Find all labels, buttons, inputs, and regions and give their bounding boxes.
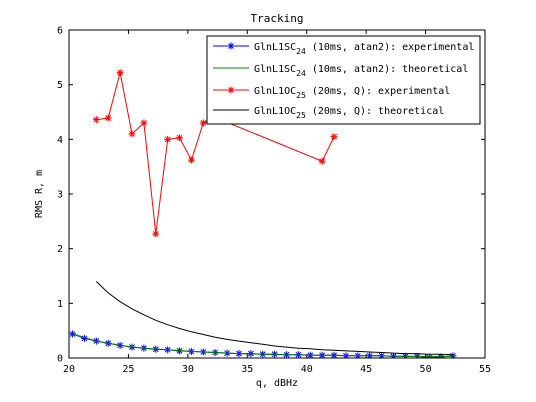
- x-axis-label: q, dBHz: [256, 378, 298, 389]
- legend-label: GlnL1SC24 (10ms, atan2): theoretical: [254, 64, 468, 78]
- data-point: [330, 133, 338, 141]
- legend-marker: [227, 42, 235, 50]
- data-point: [140, 119, 148, 127]
- data-point: [152, 230, 160, 238]
- data-point: [116, 69, 124, 77]
- legend-marker: [227, 86, 235, 94]
- x-tick-label: 35: [241, 364, 253, 375]
- legend: GlnL1SC24 (10ms, atan2): experimental Gln…: [206, 35, 481, 125]
- legend-box: [206, 35, 481, 125]
- y-tick-label: 0: [57, 354, 63, 365]
- y-tick-label: 1: [57, 299, 63, 310]
- legend-label: GlnL1SC24 (10ms, atan2): experimental: [254, 42, 474, 56]
- series-line-3: [95, 281, 453, 356]
- data-point: [318, 157, 326, 165]
- data-point: [425, 353, 433, 358]
- y-tick-label: 6: [57, 26, 63, 37]
- y-tick-label: 5: [57, 80, 63, 91]
- y-tick-label: 3: [57, 190, 63, 201]
- data-point: [92, 116, 100, 124]
- y-axis-label: RMS R, m: [34, 170, 45, 218]
- legend-label: GlnL1OC25 (20ms, Q): experimental: [254, 86, 450, 100]
- y-tick-label: 4: [57, 135, 63, 146]
- legend-entry-2: GlnL1OC25 (20ms, Q): experimental: [213, 86, 450, 100]
- legend-entry-3: GlnL1OC25 (20ms, Q): theoretical: [213, 106, 444, 120]
- chart-title: Tracking: [251, 12, 304, 25]
- series-1: [72, 333, 453, 357]
- data-point: [164, 135, 172, 143]
- x-tick-label: 50: [420, 364, 432, 375]
- data-point: [128, 130, 136, 138]
- y-tick-label: 2: [57, 244, 63, 255]
- series-layer: [69, 69, 457, 358]
- data-point: [187, 156, 195, 164]
- x-tick-label: 25: [122, 364, 134, 375]
- x-tick-label: 20: [63, 364, 75, 375]
- legend-entry-0: GlnL1SC24 (10ms, atan2): experimental: [213, 42, 474, 56]
- data-point: [69, 330, 77, 338]
- series-3: [95, 281, 453, 356]
- data-point: [199, 119, 207, 127]
- data-point: [104, 114, 112, 122]
- data-point: [176, 134, 184, 142]
- x-tick-label: 40: [301, 364, 313, 375]
- legend-entry-1: GlnL1SC24 (10ms, atan2): theoretical: [213, 64, 468, 78]
- series-line-1: [72, 333, 453, 357]
- x-tick-label: 30: [182, 364, 194, 375]
- x-tick-label: 55: [479, 364, 491, 375]
- x-tick-label: 45: [360, 364, 372, 375]
- legend-label: GlnL1OC25 (20ms, Q): theoretical: [254, 106, 444, 120]
